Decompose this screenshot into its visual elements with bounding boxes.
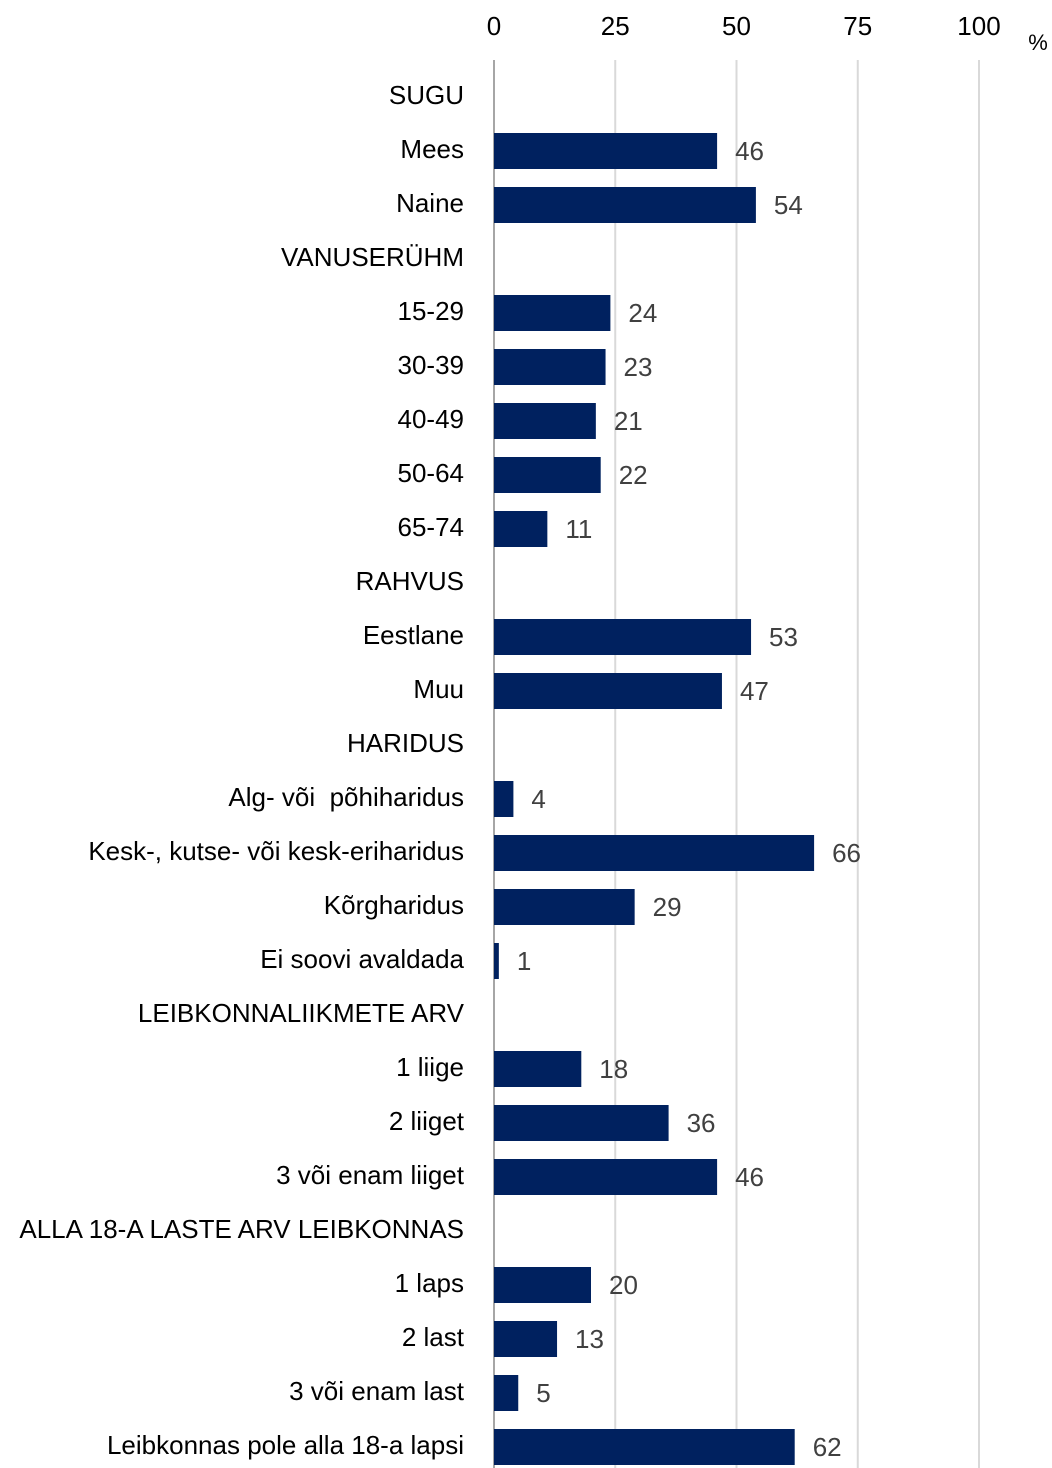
value-label: 23	[624, 352, 653, 382]
category-label: Muu	[413, 674, 464, 704]
bar	[494, 1267, 591, 1303]
value-label: 20	[609, 1270, 638, 1300]
category-label: 2 liiget	[389, 1106, 465, 1136]
x-tick-label: 75	[843, 11, 872, 41]
category-label: VANUSERÜHM	[281, 242, 464, 272]
category-label: Kõrgharidus	[324, 890, 464, 920]
bar	[494, 673, 722, 709]
category-label: 30-39	[398, 350, 465, 380]
bar	[494, 133, 718, 169]
value-label: 29	[653, 892, 682, 922]
category-label: 40-49	[398, 404, 465, 434]
bar	[494, 511, 548, 547]
category-label: Eestlane	[363, 620, 464, 650]
value-label: 5	[536, 1378, 550, 1408]
category-label: LEIBKONNALIIKMETE ARV	[138, 998, 465, 1028]
bar	[494, 403, 596, 439]
value-label: 66	[832, 838, 861, 868]
value-label: 11	[565, 514, 592, 544]
x-tick-label: 25	[601, 11, 630, 41]
category-label: Naine	[396, 188, 464, 218]
value-label: 24	[628, 298, 657, 328]
category-label: 50-64	[398, 458, 465, 488]
x-tick-label: 0	[487, 11, 501, 41]
category-label: 1 liige	[396, 1052, 464, 1082]
category-label: 2 last	[402, 1322, 465, 1352]
category-label: Ei soovi avaldada	[260, 944, 464, 974]
x-axis-label: %	[1028, 30, 1048, 55]
category-label: Alg- või põhiharidus	[228, 782, 464, 812]
bar	[494, 1321, 558, 1357]
value-label: 54	[774, 190, 803, 220]
bar	[494, 1051, 582, 1087]
value-label: 21	[614, 406, 643, 436]
category-label: HARIDUS	[347, 728, 464, 758]
bar	[494, 1159, 718, 1195]
bar	[494, 349, 606, 385]
category-label: Kesk-, kutse- või kesk-eriharidus	[88, 836, 464, 866]
bar	[494, 943, 499, 979]
x-tick-label: 50	[722, 11, 751, 41]
category-label: ALLA 18-A LASTE ARV LEIBKONNAS	[19, 1214, 464, 1244]
bar	[494, 1105, 669, 1141]
category-label: 3 või enam last	[289, 1376, 465, 1406]
value-label: 47	[740, 676, 769, 706]
category-label: SUGU	[389, 80, 464, 110]
bar	[494, 889, 635, 925]
category-label: Leibkonnas pole alla 18-a lapsi	[107, 1430, 464, 1460]
category-label: 1 laps	[395, 1268, 464, 1298]
bar	[494, 781, 514, 817]
value-label: 46	[735, 1162, 764, 1192]
x-tick-label: 100	[957, 11, 1000, 41]
category-label: Mees	[400, 134, 464, 164]
bar	[494, 1375, 519, 1411]
bar	[494, 835, 815, 871]
value-label: 36	[687, 1108, 716, 1138]
value-label: 4	[531, 784, 545, 814]
category-label: RAHVUS	[356, 566, 464, 596]
category-label: 3 või enam liiget	[276, 1160, 465, 1190]
bar	[494, 187, 756, 223]
category-label: 65-74	[398, 512, 465, 542]
value-label: 46	[735, 136, 764, 166]
value-label: 62	[813, 1432, 842, 1462]
value-label: 53	[769, 622, 798, 652]
bar	[494, 295, 611, 331]
value-label: 22	[619, 460, 648, 490]
bar	[494, 1429, 795, 1465]
value-label: 18	[599, 1054, 628, 1084]
bar	[494, 619, 752, 655]
value-label: 1	[517, 946, 531, 976]
value-label: 13	[575, 1324, 604, 1354]
bar	[494, 457, 601, 493]
category-label: 15-29	[398, 296, 465, 326]
